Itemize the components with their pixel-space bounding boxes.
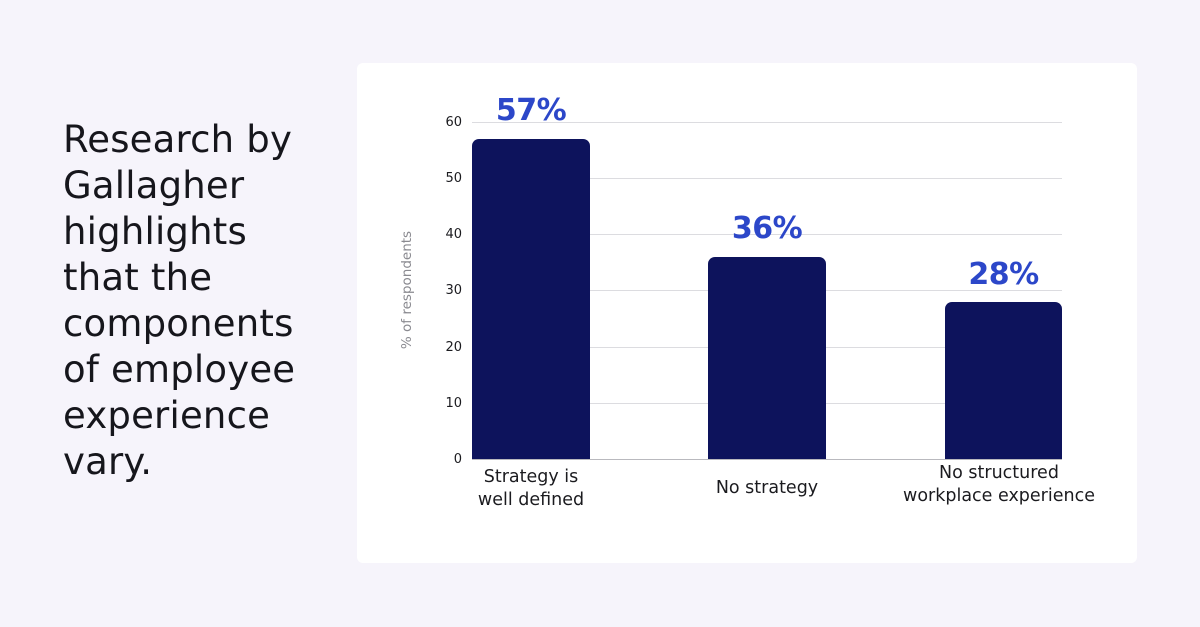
y-tick-20: 20	[445, 340, 462, 355]
y-tick-40: 40	[445, 227, 462, 242]
y-tick-30: 30	[445, 283, 462, 298]
x-label-strategy-well-defined: Strategy is well defined	[477, 467, 585, 510]
y-axis-label: % of respondents	[399, 230, 415, 350]
gridline-60	[472, 122, 1062, 123]
y-tick-10: 10	[445, 396, 462, 411]
x-label-no-structured-experience: No structured workplace experience	[903, 463, 1095, 506]
x-axis-line	[472, 459, 1062, 460]
headline-text: Research by Gallagher highlights that th…	[63, 118, 296, 483]
bar-strategy-well-defined	[472, 139, 590, 459]
bar-no-strategy	[708, 257, 826, 459]
y-tick-60: 60	[445, 115, 462, 130]
value-label-strategy-well-defined: 57%	[495, 93, 567, 128]
y-tick-0: 0	[453, 452, 462, 467]
x-label-no-strategy: No strategy	[715, 478, 819, 498]
gridline-40	[472, 234, 1062, 235]
value-label-no-strategy: 36%	[731, 211, 803, 246]
value-label-no-structured-experience: 28%	[968, 257, 1039, 292]
y-tick-50: 50	[445, 171, 462, 186]
gridline-50	[472, 178, 1062, 179]
bar-no-structured-experience	[945, 302, 1062, 459]
